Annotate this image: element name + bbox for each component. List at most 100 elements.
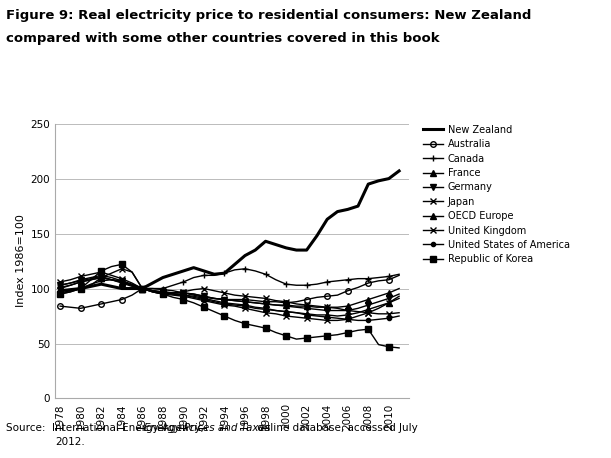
United Kingdom [241,305,249,311]
United States of America [272,308,279,313]
Canada [56,290,64,296]
Australia [190,292,197,298]
Germany [252,300,259,305]
Japan [221,290,228,296]
New Zealand [87,284,95,289]
Canada [272,277,279,283]
Republic of Korea [354,327,362,333]
Text: 2012.: 2012. [55,436,85,447]
Japan [139,286,146,291]
Japan [241,294,249,299]
Republic of Korea [395,345,403,351]
United Kingdom [375,305,382,311]
New Zealand [385,176,392,181]
Australia [200,294,208,300]
Australia [385,277,392,283]
France [262,301,269,307]
France [190,291,197,297]
Text: compared with some other countries covered in this book: compared with some other countries cover… [6,32,440,45]
France [252,300,259,305]
Japan [272,298,279,303]
Germany [87,275,95,280]
New Zealand [180,268,187,274]
Germany [159,289,167,294]
Canada [334,278,341,284]
Japan [180,289,187,294]
United States of America [293,310,300,316]
Republic of Korea [169,294,177,300]
OECD Europe [67,280,74,286]
United States of America [313,313,321,319]
Republic of Korea [108,264,115,269]
New Zealand [118,286,125,291]
Republic of Korea [385,344,392,349]
New Zealand [313,233,321,239]
Republic of Korea [272,330,279,335]
Canada [139,286,146,291]
Japan [190,287,197,292]
France [128,283,136,288]
France [149,288,156,294]
Canada [282,281,290,287]
New Zealand [375,178,382,184]
Australia [221,297,228,302]
France [334,305,341,310]
Australia [87,303,95,309]
Republic of Korea [375,342,382,347]
Japan [98,275,105,280]
Canada [169,283,177,288]
OECD Europe [344,312,351,318]
Canada [395,272,403,277]
United Kingdom [118,276,125,281]
Republic of Korea [200,305,208,310]
United States of America [180,292,187,298]
OECD Europe [77,278,84,284]
Line: Australia: Australia [57,273,402,311]
OECD Europe [149,288,156,294]
France [108,277,115,283]
Germany [365,302,372,308]
United States of America [56,285,64,290]
France [324,305,331,310]
OECD Europe [282,309,290,314]
United Kingdom [108,273,115,278]
Japan [56,291,64,297]
OECD Europe [200,296,208,301]
Canada [190,275,197,280]
OECD Europe [252,305,259,310]
Germany [385,296,392,301]
United States of America [334,316,341,321]
France [87,277,95,283]
France [241,299,249,305]
New Zealand [139,286,146,291]
Germany [282,303,290,309]
Australia [375,278,382,284]
Republic of Korea [159,291,167,297]
Republic of Korea [180,297,187,302]
France [272,302,279,308]
Germany [190,291,197,297]
Japan [375,311,382,316]
United States of America [118,279,125,285]
United Kingdom [303,316,310,321]
Germany [67,280,74,286]
Republic of Korea [190,300,197,305]
United States of America [282,309,290,314]
OECD Europe [231,301,238,307]
United States of America [324,314,331,320]
United States of America [241,303,249,309]
Australia [324,294,331,299]
France [56,286,64,291]
Australia [98,301,105,307]
United States of America [159,290,167,296]
Japan [169,290,177,296]
United States of America [303,312,310,318]
France [385,290,392,296]
Japan [67,289,74,294]
Australia [293,299,300,305]
OECD Europe [272,308,279,313]
Australia [334,292,341,298]
Japan [282,299,290,305]
Japan [231,292,238,298]
OECD Europe [87,276,95,281]
